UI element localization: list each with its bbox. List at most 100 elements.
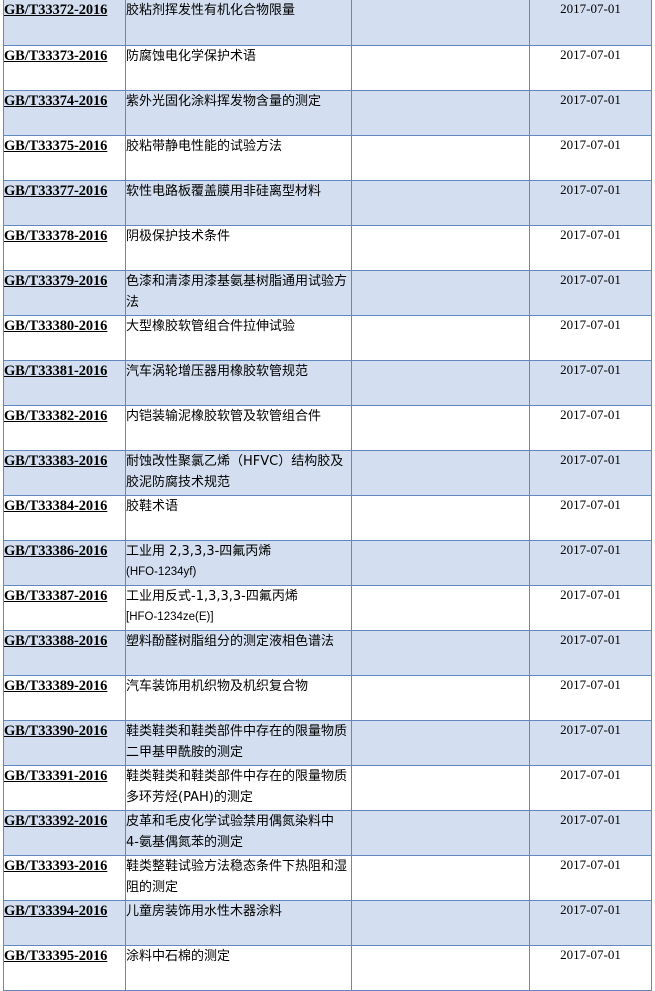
standard-number-link[interactable]: GB/T33380-2016 (4, 317, 108, 334)
cell-notes (351, 180, 530, 226)
title-text: 汽车装饰用机织物及机织复合物 (126, 678, 309, 694)
cell-notes (351, 90, 530, 136)
cell-title: 紫外光固化涂料挥发物含量的测定 (125, 90, 352, 136)
standards-table-container: GB/T33372-2016 胶粘剂挥发性有机化合物限量 2017-07-01 GB/… (3, 0, 652, 991)
standard-number-link[interactable]: GB/T33388-2016 (4, 632, 108, 649)
standard-number-link[interactable]: GB/T33379-2016 (4, 272, 108, 289)
cell-title: 软性电路板覆盖膜用非硅离型材料 (125, 180, 352, 226)
cell-notes (351, 630, 530, 676)
title-text: 工业用 2,3,3,3-四氟丙烯 (126, 543, 272, 559)
title-text: 儿童房装饰用水性木器涂料 (126, 903, 283, 919)
implementation-date-text: 2017-07-01 (560, 451, 621, 467)
cell-notes (351, 450, 530, 496)
standard-number-link[interactable]: GB/T33384-2016 (4, 497, 108, 514)
title-text: 鞋类鞋类和鞋类部件中存在的限量物质二甲基甲酰胺的测定 (126, 723, 348, 760)
cell-title: 大型橡胶软管组合件拉伸试验 (125, 315, 352, 361)
title-subline: (HFO-1234yf) (126, 565, 197, 578)
table-row: GB/T33372-2016 胶粘剂挥发性有机化合物限量 2017-07-01 (3, 0, 652, 46)
cell-notes (351, 675, 530, 721)
table-row: GB/T33393-2016 鞋类整鞋试验方法稳态条件下热阻和湿阻的测定 2017-… (3, 855, 652, 901)
cell-notes (351, 855, 530, 901)
standard-number-link[interactable]: GB/T33390-2016 (4, 722, 108, 739)
cell-standard-number: GB/T33382-2016 (3, 405, 126, 451)
implementation-date-text: 2017-07-01 (560, 631, 621, 647)
cell-standard-number: GB/T33388-2016 (3, 630, 126, 676)
cell-implementation-date: 2017-07-01 (529, 720, 652, 766)
implementation-date-text: 2017-07-01 (560, 316, 621, 332)
cell-notes (351, 225, 530, 271)
cell-standard-number: GB/T33379-2016 (3, 270, 126, 316)
cell-title: 汽车装饰用机织物及机织复合物 (125, 675, 352, 721)
cell-title: 汽车涡轮增压器用橡胶软管规范 (125, 360, 352, 406)
cell-notes (351, 405, 530, 451)
cell-implementation-date: 2017-07-01 (529, 495, 652, 541)
cell-title: 内铠装输泥橡胶软管及软管组合件 (125, 405, 352, 451)
cell-notes (351, 45, 530, 91)
standard-number-link[interactable]: GB/T33391-2016 (4, 767, 108, 784)
standard-number-link[interactable]: GB/T33373-2016 (4, 47, 108, 64)
cell-implementation-date: 2017-07-01 (529, 225, 652, 271)
table-row: GB/T33382-2016 内铠装输泥橡胶软管及软管组合件 2017-07-01 (3, 405, 652, 451)
title-text: 汽车涡轮增压器用橡胶软管规范 (126, 363, 309, 379)
cell-implementation-date: 2017-07-01 (529, 180, 652, 226)
standard-number-link[interactable]: GB/T33386-2016 (4, 542, 108, 559)
standard-number-link[interactable]: GB/T33372-2016 (4, 2, 108, 18)
cell-standard-number: GB/T33390-2016 (3, 720, 126, 766)
implementation-date-text: 2017-07-01 (560, 946, 621, 962)
cell-standard-number: GB/T33395-2016 (3, 945, 126, 991)
cell-title: 胶粘带静电性能的试验方法 (125, 135, 352, 181)
standard-number-link[interactable]: GB/T33374-2016 (4, 92, 108, 109)
cell-implementation-date: 2017-07-01 (529, 945, 652, 991)
table-row: GB/T33377-2016 软性电路板覆盖膜用非硅离型材料 2017-07-01 (3, 180, 652, 226)
implementation-date-text: 2017-07-01 (560, 136, 621, 152)
implementation-date-text: 2017-07-01 (560, 721, 621, 737)
table-row: GB/T33387-2016 工业用反式-1,3,3,3-四氟丙烯 [HFO-123… (3, 585, 652, 631)
cell-title: 耐蚀改性聚氯乙烯（HFVC）结构胶及胶泥防腐技术规范 (125, 450, 352, 496)
table-row: GB/T33374-2016 紫外光固化涂料挥发物含量的测定 2017-07-01 (3, 90, 652, 136)
cell-standard-number: GB/T33380-2016 (3, 315, 126, 361)
standard-number-link[interactable]: GB/T33383-2016 (4, 452, 108, 469)
standard-number-link[interactable]: GB/T33378-2016 (4, 227, 108, 244)
table-row: GB/T33389-2016 汽车装饰用机织物及机织复合物 2017-07-01 (3, 675, 652, 721)
standard-number-link[interactable]: GB/T33387-2016 (4, 587, 108, 604)
implementation-date-text: 2017-07-01 (560, 586, 621, 602)
cell-title: 色漆和清漆用漆基氨基树脂通用试验方法 (125, 270, 352, 316)
implementation-date-text: 2017-07-01 (560, 181, 621, 197)
cell-implementation-date: 2017-07-01 (529, 360, 652, 406)
implementation-date-text: 2017-07-01 (560, 811, 621, 827)
cell-standard-number: GB/T33389-2016 (3, 675, 126, 721)
table-row: GB/T33391-2016 鞋类鞋类和鞋类部件中存在的限量物质多环芳烃(PAH)… (3, 765, 652, 811)
table-row: GB/T33394-2016 儿童房装饰用水性木器涂料 2017-07-01 (3, 900, 652, 946)
cell-implementation-date: 2017-07-01 (529, 450, 652, 496)
standard-number-link[interactable]: GB/T33395-2016 (4, 947, 108, 964)
table-row: GB/T33395-2016 涂料中石棉的测定 2017-07-01 (3, 945, 652, 991)
standard-number-link[interactable]: GB/T33389-2016 (4, 677, 108, 694)
implementation-date-text: 2017-07-01 (560, 766, 621, 782)
cell-implementation-date: 2017-07-01 (529, 810, 652, 856)
standard-number-link[interactable]: GB/T33393-2016 (4, 857, 108, 874)
standard-number-link[interactable]: GB/T33392-2016 (4, 812, 108, 829)
cell-notes (351, 540, 530, 586)
title-text: 胶粘剂挥发性有机化合物限量 (126, 3, 296, 18)
implementation-date-text: 2017-07-01 (560, 541, 621, 557)
standard-number-link[interactable]: GB/T33381-2016 (4, 362, 108, 379)
standard-number-link[interactable]: GB/T33394-2016 (4, 902, 108, 919)
title-text: 胶粘带静电性能的试验方法 (126, 138, 283, 154)
cell-standard-number: GB/T33373-2016 (3, 45, 126, 91)
standard-number-link[interactable]: GB/T33377-2016 (4, 182, 108, 199)
standard-number-link[interactable]: GB/T33375-2016 (4, 137, 108, 154)
cell-notes (351, 360, 530, 406)
cell-title: 鞋类鞋类和鞋类部件中存在的限量物质多环芳烃(PAH)的测定 (125, 765, 352, 811)
implementation-date-text: 2017-07-01 (560, 496, 621, 512)
cell-title: 涂料中石棉的测定 (125, 945, 352, 991)
title-text: 耐蚀改性聚氯乙烯（HFVC）结构胶及胶泥防腐技术规范 (126, 453, 344, 490)
implementation-date-text: 2017-07-01 (560, 901, 621, 917)
title-text: 鞋类鞋类和鞋类部件中存在的限量物质多环芳烃(PAH)的测定 (126, 768, 348, 805)
table-row: GB/T33388-2016 塑料酚醛树脂组分的测定液相色谱法 2017-07-01 (3, 630, 652, 676)
standard-number-link[interactable]: GB/T33382-2016 (4, 407, 108, 424)
title-text: 阴极保护技术条件 (126, 228, 231, 244)
cell-title: 鞋类鞋类和鞋类部件中存在的限量物质二甲基甲酰胺的测定 (125, 720, 352, 766)
cell-notes (351, 585, 530, 631)
table-row: GB/T33375-2016 胶粘带静电性能的试验方法 2017-07-01 (3, 135, 652, 181)
title-text: 内铠装输泥橡胶软管及软管组合件 (126, 408, 322, 424)
